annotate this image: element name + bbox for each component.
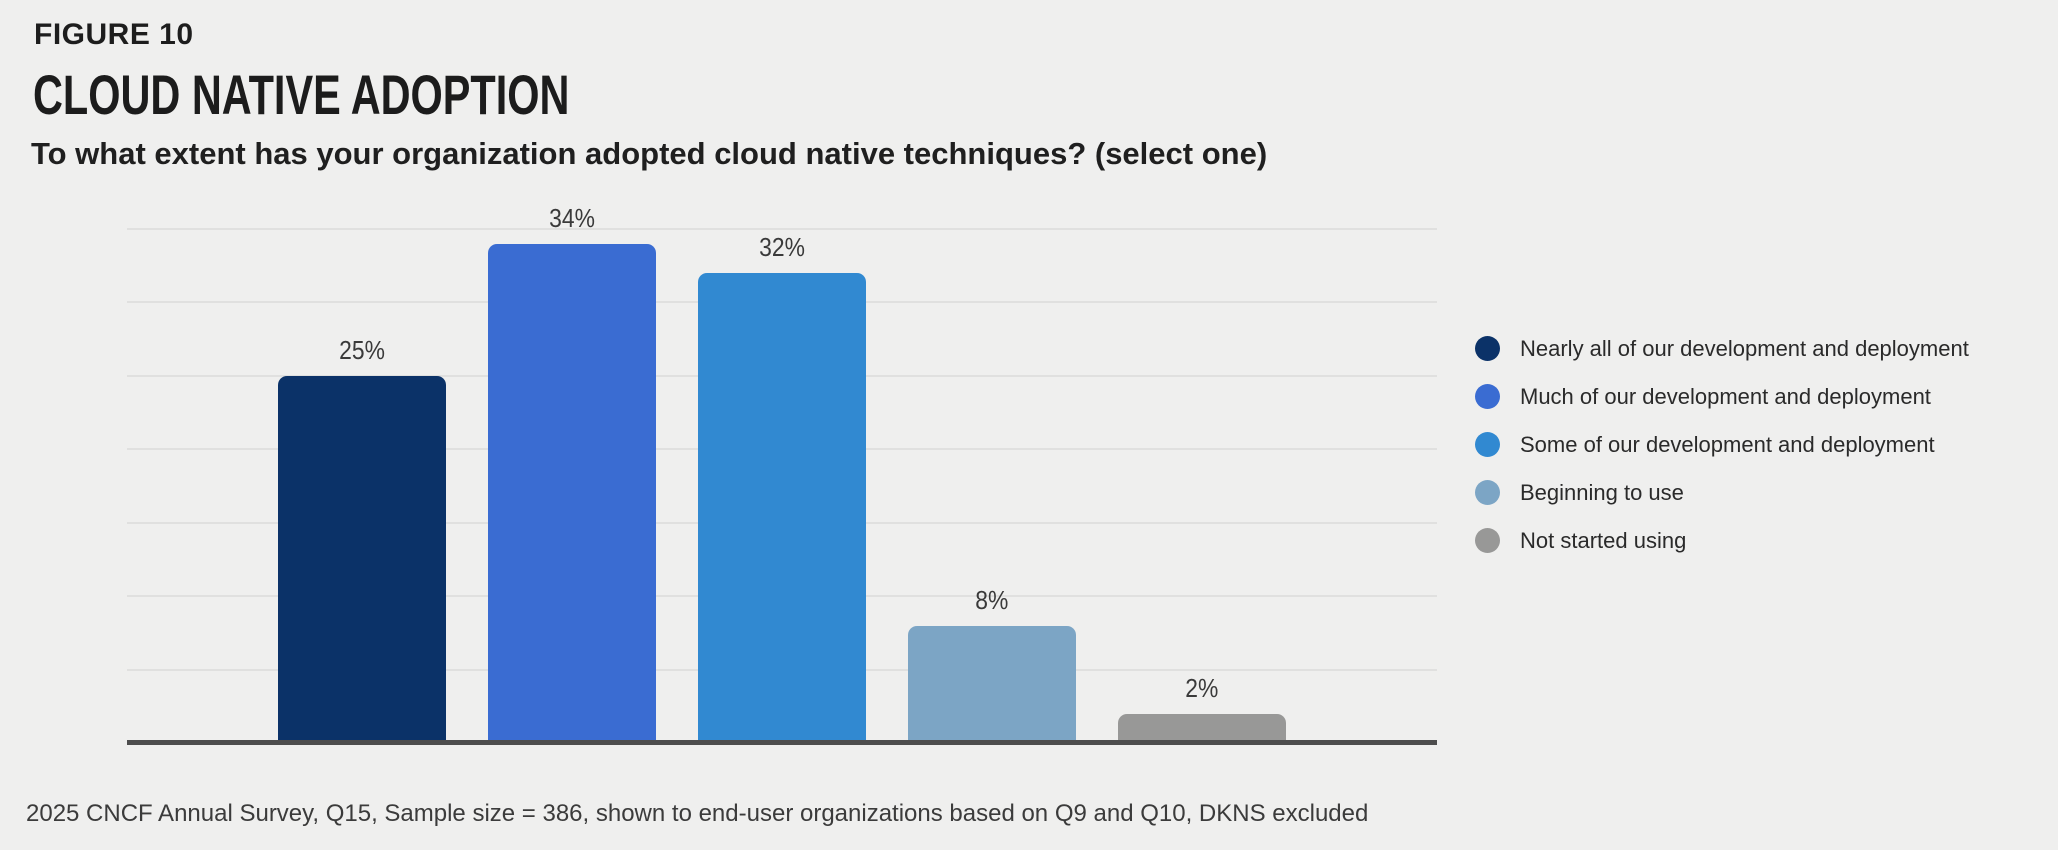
legend-item: Much of our development and deployment bbox=[1475, 384, 1969, 409]
bar-value-text: 2% bbox=[1185, 672, 1219, 703]
bar-some bbox=[698, 273, 866, 743]
legend-label: Much of our development and deployment bbox=[1520, 383, 1931, 409]
bar-value-label: 2% bbox=[1118, 673, 1286, 704]
bar-value-text: 25% bbox=[339, 334, 385, 365]
chart-legend: Nearly all of our development and deploy… bbox=[1475, 336, 1969, 553]
bar-much bbox=[488, 243, 656, 743]
bar-value-text: 34% bbox=[549, 202, 595, 233]
bars: 25% 34% 32% 8% 2% bbox=[127, 203, 1437, 743]
figure-label: FIGURE 10 bbox=[34, 18, 194, 51]
legend-color-dot bbox=[1475, 432, 1500, 457]
bar-value-label: 25% bbox=[278, 335, 446, 366]
legend-label: Nearly all of our development and deploy… bbox=[1520, 335, 1969, 361]
legend-item: Beginning to use bbox=[1475, 480, 1969, 505]
bar-value-label: 34% bbox=[488, 203, 656, 234]
bar-value-text: 8% bbox=[975, 584, 1009, 615]
x-axis-line bbox=[127, 740, 1437, 745]
bar-chart-plot: 25% 34% 32% 8% 2% bbox=[127, 203, 1437, 745]
bar-value-label: 32% bbox=[698, 232, 866, 263]
legend-label: Beginning to use bbox=[1520, 479, 1684, 505]
bar-slot: 25% bbox=[278, 207, 446, 743]
legend-color-dot bbox=[1475, 528, 1500, 553]
legend-item: Nearly all of our development and deploy… bbox=[1475, 336, 1969, 361]
bar-value-text: 32% bbox=[759, 232, 805, 263]
chart-question: To what extent has your organization ado… bbox=[31, 136, 1268, 171]
bar-beginning-to-use bbox=[908, 625, 1076, 743]
legend-color-dot bbox=[1475, 336, 1500, 361]
bar-nearly-all bbox=[278, 375, 446, 743]
bar-slot: 8% bbox=[908, 207, 1076, 743]
bar-slot: 34% bbox=[488, 203, 656, 743]
gridline bbox=[127, 228, 1437, 231]
bar-slot: 2% bbox=[1118, 207, 1286, 743]
source-note: 2025 CNCF Annual Survey, Q15, Sample siz… bbox=[26, 800, 1369, 827]
legend-item: Some of our development and deployment bbox=[1475, 432, 1969, 457]
chart-title: CLOUD NATIVE ADOPTION bbox=[33, 63, 570, 126]
legend-item: Not started using bbox=[1475, 528, 1969, 553]
bar-not-started bbox=[1118, 713, 1286, 743]
bar-value-label: 8% bbox=[908, 585, 1076, 616]
legend-label: Not started using bbox=[1520, 527, 1687, 553]
legend-label: Some of our development and deployment bbox=[1520, 431, 1935, 457]
legend-color-dot bbox=[1475, 480, 1500, 505]
legend-color-dot bbox=[1475, 384, 1500, 409]
bar-slot: 32% bbox=[698, 207, 866, 743]
